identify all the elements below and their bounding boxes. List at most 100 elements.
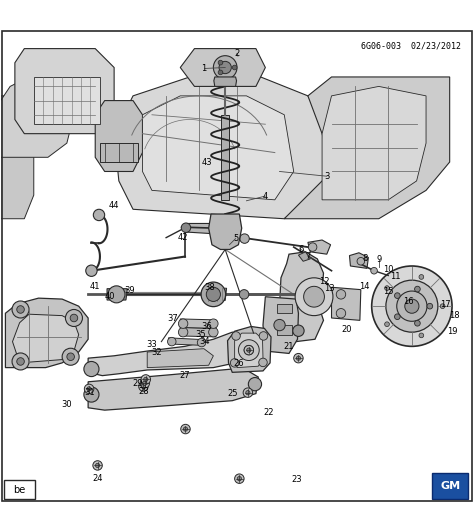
Text: 5: 5 <box>233 234 238 243</box>
Polygon shape <box>0 96 34 219</box>
Circle shape <box>218 70 223 75</box>
Text: 40: 40 <box>105 292 116 301</box>
Circle shape <box>293 325 304 336</box>
Polygon shape <box>228 327 271 372</box>
Circle shape <box>108 286 125 303</box>
Bar <box>34 77 100 124</box>
Circle shape <box>371 268 377 274</box>
Circle shape <box>397 291 427 321</box>
FancyBboxPatch shape <box>4 480 35 500</box>
Polygon shape <box>168 338 205 345</box>
Polygon shape <box>349 253 368 268</box>
Polygon shape <box>263 297 299 353</box>
Circle shape <box>394 314 400 320</box>
Circle shape <box>84 387 99 402</box>
Polygon shape <box>280 252 323 342</box>
Polygon shape <box>299 252 310 261</box>
Circle shape <box>201 282 226 306</box>
Circle shape <box>415 320 420 326</box>
Circle shape <box>244 345 254 355</box>
Circle shape <box>93 209 105 221</box>
Circle shape <box>246 348 251 352</box>
Text: 38: 38 <box>205 283 216 292</box>
Circle shape <box>178 319 188 328</box>
Text: 19: 19 <box>447 327 457 336</box>
Circle shape <box>230 359 239 367</box>
Text: 10: 10 <box>383 265 393 274</box>
Text: 8: 8 <box>362 254 367 263</box>
Text: 20: 20 <box>342 325 352 334</box>
Circle shape <box>209 319 218 328</box>
Circle shape <box>259 358 267 367</box>
Circle shape <box>294 353 303 363</box>
Circle shape <box>419 333 424 338</box>
Polygon shape <box>180 48 265 86</box>
Polygon shape <box>204 288 227 301</box>
Polygon shape <box>147 348 213 368</box>
Polygon shape <box>180 319 217 328</box>
Circle shape <box>167 337 176 346</box>
Circle shape <box>181 223 191 232</box>
Text: 28: 28 <box>138 387 149 396</box>
Circle shape <box>295 278 333 315</box>
Polygon shape <box>284 77 450 219</box>
Circle shape <box>95 463 100 468</box>
Circle shape <box>213 56 237 79</box>
Text: 29: 29 <box>133 379 143 388</box>
Text: 34: 34 <box>200 337 210 346</box>
Circle shape <box>12 301 29 318</box>
Circle shape <box>181 425 190 434</box>
Circle shape <box>141 385 146 389</box>
Text: 16: 16 <box>403 297 413 306</box>
Circle shape <box>415 286 420 292</box>
Circle shape <box>384 322 389 327</box>
Circle shape <box>384 286 389 290</box>
Circle shape <box>62 348 79 365</box>
Circle shape <box>336 309 346 318</box>
Circle shape <box>405 299 419 313</box>
Text: 15: 15 <box>383 287 393 296</box>
Circle shape <box>84 384 94 394</box>
Polygon shape <box>107 289 128 300</box>
Text: 24: 24 <box>92 474 103 483</box>
Circle shape <box>296 356 301 360</box>
FancyBboxPatch shape <box>432 473 468 500</box>
Circle shape <box>357 257 365 265</box>
Circle shape <box>210 224 219 234</box>
Bar <box>277 325 292 335</box>
Circle shape <box>240 234 249 243</box>
Polygon shape <box>95 101 143 171</box>
Circle shape <box>244 345 254 355</box>
Circle shape <box>218 60 223 65</box>
Text: 36: 36 <box>201 322 212 331</box>
Circle shape <box>209 327 218 337</box>
Text: GM: GM <box>440 481 460 491</box>
Circle shape <box>248 378 262 391</box>
Text: 2: 2 <box>234 49 240 58</box>
Polygon shape <box>12 314 79 363</box>
Circle shape <box>243 388 253 397</box>
Circle shape <box>274 319 285 331</box>
Circle shape <box>87 387 91 391</box>
Text: 27: 27 <box>180 371 191 380</box>
Circle shape <box>17 306 24 313</box>
Text: 4: 4 <box>263 192 268 201</box>
Polygon shape <box>180 327 217 337</box>
Text: 42: 42 <box>177 233 188 242</box>
Text: 26: 26 <box>233 359 244 368</box>
Circle shape <box>309 243 317 251</box>
Text: 39: 39 <box>124 286 135 295</box>
Circle shape <box>419 275 424 279</box>
Circle shape <box>386 280 438 332</box>
Circle shape <box>17 358 24 365</box>
Polygon shape <box>235 333 263 368</box>
Circle shape <box>84 361 99 377</box>
Bar <box>100 143 138 162</box>
Text: 6G06-003  02/23/2012: 6G06-003 02/23/2012 <box>362 41 462 51</box>
Circle shape <box>336 289 346 299</box>
Text: 30: 30 <box>62 400 72 409</box>
Text: 9: 9 <box>376 255 382 264</box>
Text: be: be <box>13 485 26 495</box>
Text: 22: 22 <box>264 408 274 417</box>
Circle shape <box>67 353 74 361</box>
